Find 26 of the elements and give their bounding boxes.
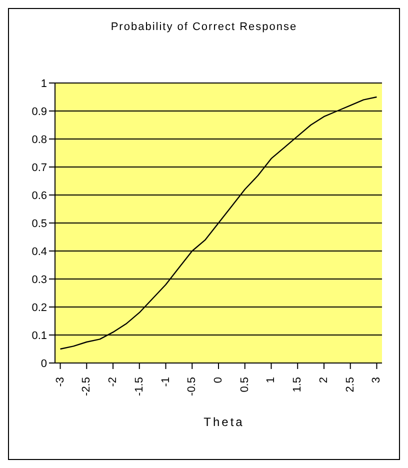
x-tick-label: -1 xyxy=(160,377,172,387)
x-tick-label: 3 xyxy=(370,377,383,384)
y-tick-label: 0.4 xyxy=(32,246,47,258)
y-tick-label: 0.8 xyxy=(32,134,47,146)
y-tick-label: 0.3 xyxy=(32,274,47,286)
y-tick-label: 0.9 xyxy=(32,106,47,118)
x-tick-label: 1.5 xyxy=(292,377,304,392)
x-tick-label: -0.5 xyxy=(186,377,198,396)
y-tick-label: 0.5 xyxy=(32,218,47,230)
y-tick-label: 0.6 xyxy=(32,190,47,202)
y-tick-label: 0 xyxy=(40,358,47,370)
x-tick-label: -1.5 xyxy=(133,377,146,396)
x-tick-label: -2.5 xyxy=(80,377,93,396)
x-tick-label: 0 xyxy=(212,377,224,384)
x-axis-title: Theta xyxy=(202,415,246,429)
x-tick-label: -3 xyxy=(54,377,66,387)
x-tick-label: 2 xyxy=(318,377,330,384)
y-tick-label: 0.1 xyxy=(32,330,47,342)
x-tick-label: 2.5 xyxy=(344,377,356,392)
y-tick-label: 0.7 xyxy=(32,162,47,174)
x-tick-label: 0.5 xyxy=(238,377,251,392)
chart-title: Probability of Correct Response xyxy=(110,20,298,35)
y-tick-label: 1 xyxy=(40,78,47,90)
x-tick-label: -2 xyxy=(107,377,120,387)
x-tick-label: 1 xyxy=(265,377,278,384)
y-tick-label: 0.2 xyxy=(32,302,47,314)
